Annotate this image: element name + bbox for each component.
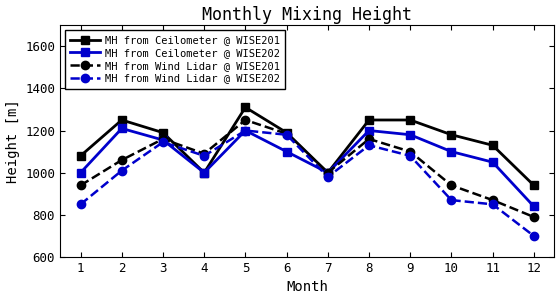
MH from Wind Lidar @ WISE202 bbox=[242, 129, 249, 132]
MH from Wind Lidar @ WISE201 bbox=[407, 150, 414, 153]
MH from Ceilometer @ WISE201 bbox=[242, 106, 249, 109]
MH from Wind Lidar @ WISE202 bbox=[160, 140, 166, 144]
MH from Wind Lidar @ WISE201 bbox=[530, 215, 537, 219]
X-axis label: Month: Month bbox=[286, 280, 328, 294]
Line: MH from Wind Lidar @ WISE201: MH from Wind Lidar @ WISE201 bbox=[76, 116, 538, 221]
MH from Wind Lidar @ WISE201 bbox=[242, 118, 249, 122]
MH from Ceilometer @ WISE201 bbox=[201, 171, 208, 175]
MH from Ceilometer @ WISE202 bbox=[201, 171, 208, 175]
Y-axis label: Height [m]: Height [m] bbox=[6, 99, 20, 183]
Line: MH from Ceilometer @ WISE202: MH from Ceilometer @ WISE202 bbox=[76, 124, 538, 211]
MH from Wind Lidar @ WISE201 bbox=[201, 152, 208, 155]
MH from Ceilometer @ WISE201 bbox=[489, 143, 496, 147]
MH from Ceilometer @ WISE202 bbox=[324, 171, 331, 175]
MH from Ceilometer @ WISE201 bbox=[366, 118, 372, 122]
MH from Wind Lidar @ WISE202 bbox=[448, 198, 455, 202]
Legend: MH from Ceilometer @ WISE201, MH from Ceilometer @ WISE202, MH from Wind Lidar @: MH from Ceilometer @ WISE201, MH from Ce… bbox=[65, 30, 285, 88]
MH from Wind Lidar @ WISE202 bbox=[407, 154, 414, 158]
Title: Monthly Mixing Height: Monthly Mixing Height bbox=[202, 6, 412, 24]
MH from Ceilometer @ WISE201 bbox=[160, 131, 166, 134]
MH from Wind Lidar @ WISE201 bbox=[77, 184, 84, 187]
MH from Ceilometer @ WISE202 bbox=[448, 150, 455, 153]
MH from Wind Lidar @ WISE202 bbox=[77, 202, 84, 206]
MH from Ceilometer @ WISE202 bbox=[489, 160, 496, 164]
MH from Ceilometer @ WISE201 bbox=[118, 118, 125, 122]
MH from Ceilometer @ WISE201 bbox=[324, 171, 331, 175]
MH from Ceilometer @ WISE201 bbox=[448, 133, 455, 136]
MH from Wind Lidar @ WISE202 bbox=[366, 143, 372, 147]
MH from Wind Lidar @ WISE202 bbox=[283, 133, 290, 136]
MH from Wind Lidar @ WISE201 bbox=[489, 198, 496, 202]
MH from Wind Lidar @ WISE202 bbox=[118, 169, 125, 172]
MH from Wind Lidar @ WISE201 bbox=[324, 171, 331, 175]
MH from Ceilometer @ WISE201 bbox=[530, 184, 537, 187]
MH from Wind Lidar @ WISE201 bbox=[283, 132, 290, 136]
MH from Ceilometer @ WISE201 bbox=[407, 118, 414, 122]
MH from Ceilometer @ WISE202 bbox=[283, 150, 290, 153]
MH from Wind Lidar @ WISE202 bbox=[324, 175, 331, 179]
MH from Wind Lidar @ WISE201 bbox=[118, 158, 125, 162]
Line: MH from Ceilometer @ WISE201: MH from Ceilometer @ WISE201 bbox=[76, 103, 538, 190]
MH from Wind Lidar @ WISE202 bbox=[201, 154, 208, 158]
MH from Wind Lidar @ WISE202 bbox=[489, 202, 496, 206]
MH from Wind Lidar @ WISE201 bbox=[160, 137, 166, 141]
MH from Ceilometer @ WISE202 bbox=[530, 205, 537, 208]
MH from Wind Lidar @ WISE202 bbox=[530, 234, 537, 238]
MH from Ceilometer @ WISE202 bbox=[407, 133, 414, 136]
MH from Ceilometer @ WISE201 bbox=[77, 154, 84, 158]
MH from Wind Lidar @ WISE201 bbox=[448, 184, 455, 187]
MH from Ceilometer @ WISE202 bbox=[160, 138, 166, 142]
Line: MH from Wind Lidar @ WISE202: MH from Wind Lidar @ WISE202 bbox=[76, 126, 538, 240]
MH from Ceilometer @ WISE201 bbox=[283, 131, 290, 134]
MH from Wind Lidar @ WISE201 bbox=[366, 137, 372, 141]
MH from Ceilometer @ WISE202 bbox=[77, 171, 84, 175]
MH from Ceilometer @ WISE202 bbox=[366, 129, 372, 132]
MH from Ceilometer @ WISE202 bbox=[118, 127, 125, 130]
MH from Ceilometer @ WISE202 bbox=[242, 129, 249, 132]
